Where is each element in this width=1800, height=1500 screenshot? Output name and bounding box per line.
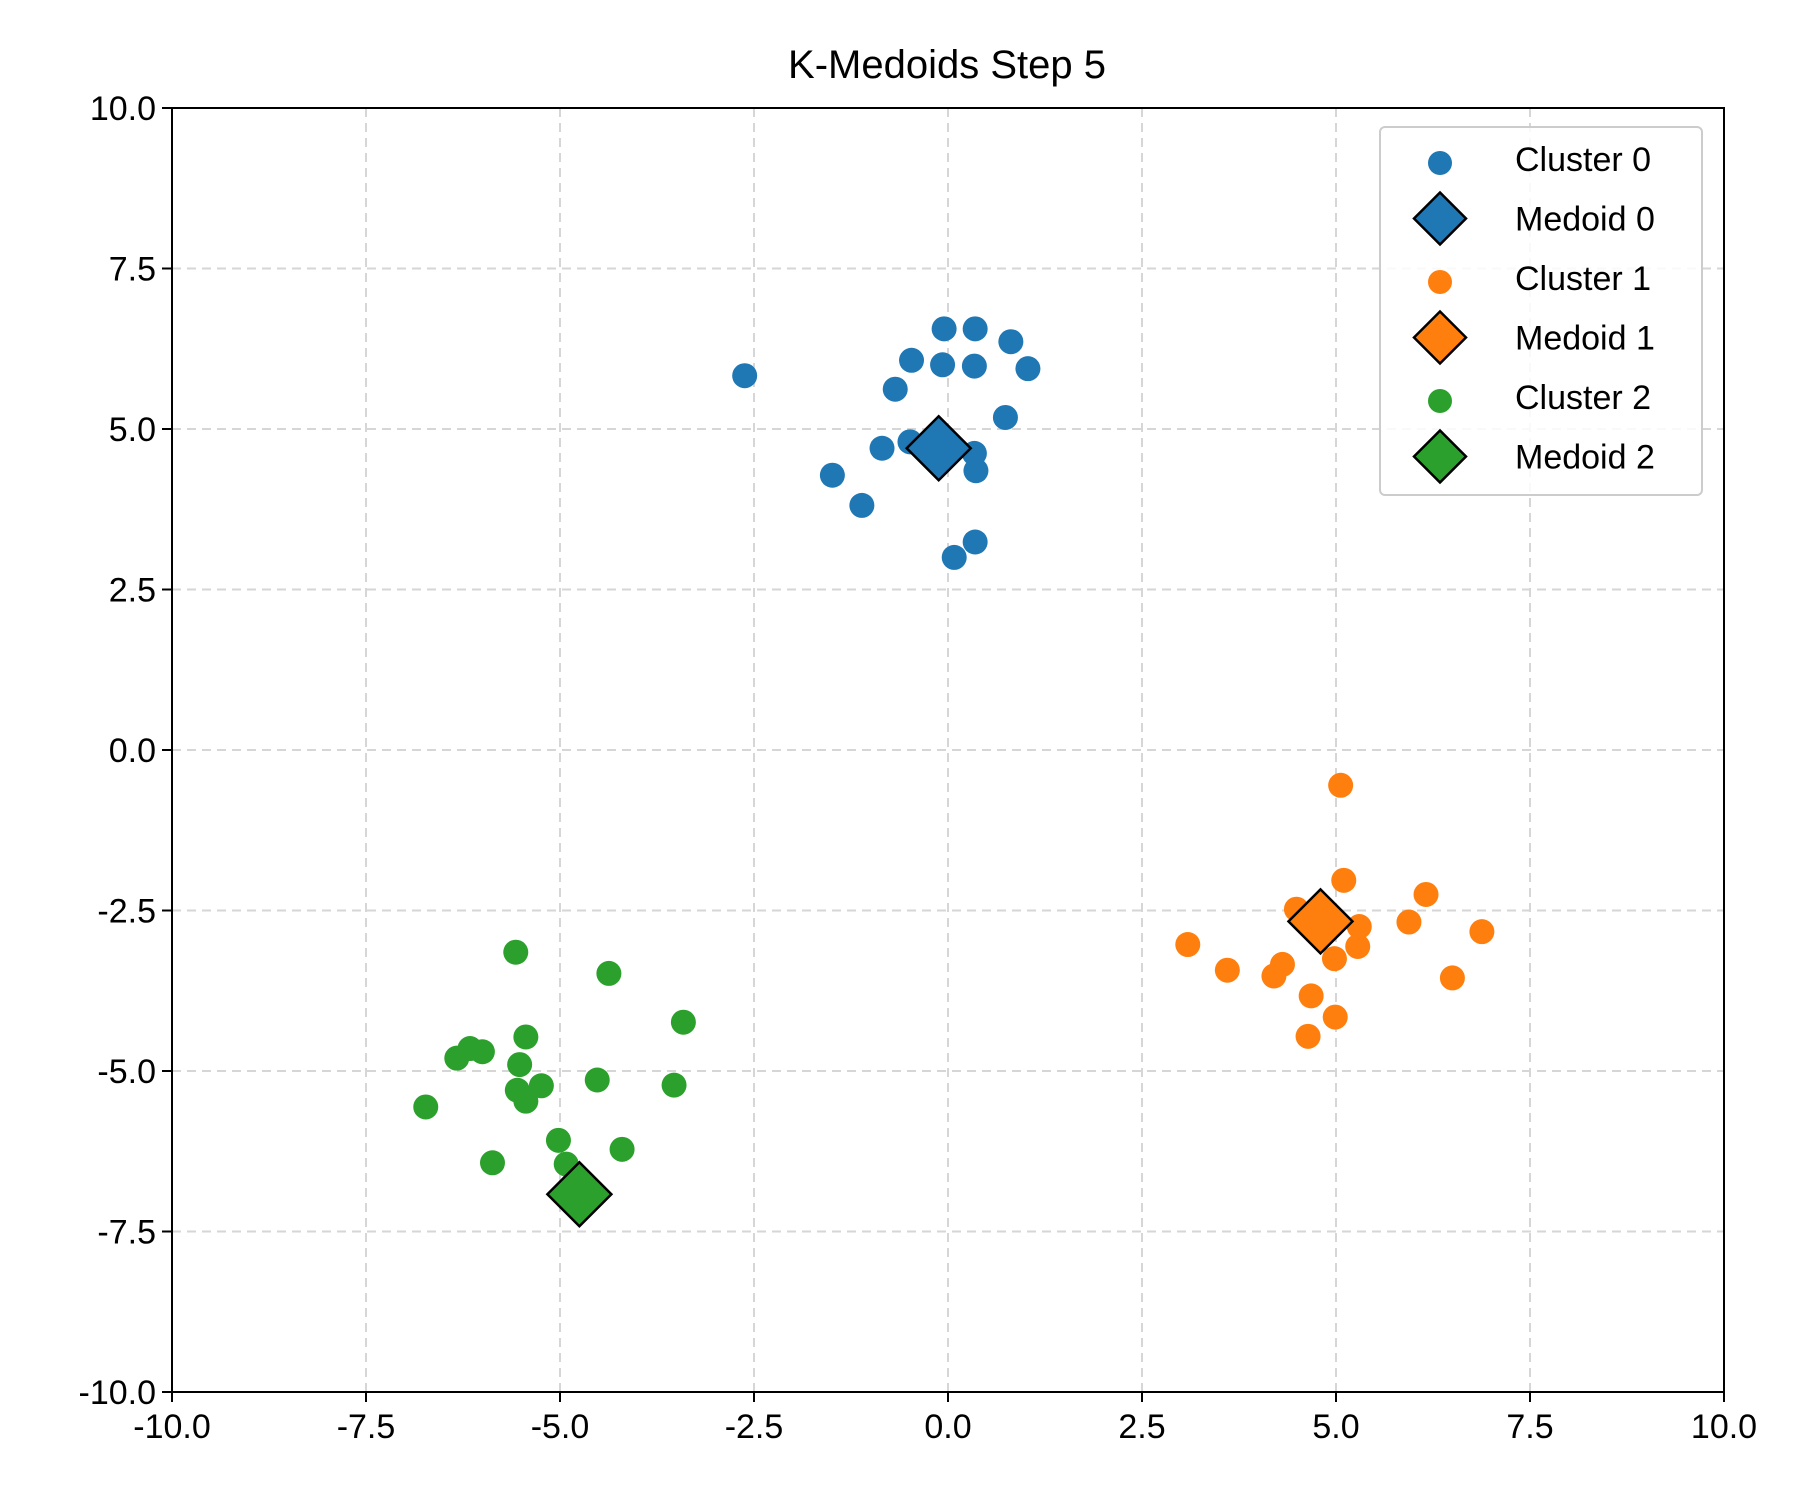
x-tick-label: -10.0: [133, 1408, 211, 1446]
cluster-2-point: [1295, 1023, 1321, 1049]
cluster-0-point: [962, 529, 988, 555]
cluster-4-point: [584, 1067, 610, 1093]
legend-label: Medoid 2: [1515, 439, 1655, 477]
cluster-0-point: [941, 544, 967, 570]
cluster-4-point: [513, 1088, 539, 1114]
cluster-0-point: [849, 492, 875, 518]
legend-medoid-marker: [1412, 309, 1468, 366]
cluster-0-point: [992, 404, 1018, 430]
y-tick-label: 5.0: [109, 411, 156, 449]
cluster-0-point: [869, 435, 895, 461]
data-marks: [413, 316, 1495, 1229]
y-tick-label: -7.5: [97, 1214, 156, 1252]
cluster-2-point: [1214, 957, 1240, 983]
legend-label: Cluster 2: [1515, 379, 1651, 417]
cluster-2-point: [1328, 772, 1354, 798]
cluster-2-point: [1396, 909, 1422, 935]
cluster-2-point: [1175, 932, 1201, 958]
cluster-0-point: [882, 376, 908, 402]
y-tick-label: 0.0: [109, 732, 156, 770]
x-tick-label: 5.0: [1312, 1408, 1359, 1446]
medoid-marker: [545, 1160, 614, 1229]
legend-label: Medoid 1: [1515, 320, 1655, 358]
cluster-0-point: [819, 462, 845, 488]
cluster-2-point: [1331, 867, 1357, 893]
cluster-0-point: [961, 353, 987, 379]
y-tick-label: -5.0: [97, 1053, 156, 1091]
cluster-2-point: [1298, 983, 1324, 1009]
cluster-4-point: [513, 1024, 539, 1050]
chart-title: K-Medoids Step 5: [788, 43, 1106, 87]
cluster-4-point: [545, 1127, 571, 1153]
legend-medoid-marker: [1412, 428, 1468, 485]
legend-label: Cluster 0: [1515, 141, 1651, 179]
x-tick-label: -7.5: [337, 1408, 396, 1446]
cluster-4-point: [503, 939, 529, 965]
x-tick-label: 7.5: [1506, 1408, 1553, 1446]
cluster-2-point: [1469, 919, 1495, 945]
cluster-4-point: [661, 1072, 687, 1098]
legend-medoid-marker: [1412, 190, 1468, 247]
cluster-4-point: [444, 1045, 470, 1071]
y-tick-label: 10.0: [90, 90, 156, 128]
y-tick-label: 2.5: [109, 572, 156, 610]
x-tick-label: -2.5: [725, 1408, 784, 1446]
x-tick-label: 10.0: [1691, 1408, 1757, 1446]
cluster-0-point: [931, 316, 957, 342]
cluster-4-point: [596, 960, 622, 986]
cluster-4-point: [528, 1073, 554, 1099]
cluster-2-point: [1345, 933, 1371, 959]
cluster-0-point: [1015, 356, 1041, 382]
y-tick-label: -10.0: [79, 1374, 157, 1412]
legend: Cluster 0 Medoid 0 Cluster 1 Medoid 1 Cluste…: [1379, 126, 1703, 496]
cluster-2-point: [1439, 965, 1465, 991]
cluster-2-point: [1322, 1004, 1348, 1030]
x-tick-label: 0.0: [924, 1408, 971, 1446]
legend-point-marker: [1428, 151, 1452, 175]
cluster-0-point: [962, 316, 988, 342]
cluster-4-point: [413, 1094, 439, 1120]
cluster-4-point: [670, 1009, 696, 1035]
cluster-0-point: [930, 352, 956, 378]
medoid-marker: [1286, 887, 1355, 956]
cluster-0-point: [899, 347, 925, 373]
y-tick-label: 7.5: [109, 251, 156, 289]
x-tick-label: 2.5: [1118, 1408, 1165, 1446]
cluster-0-point: [963, 458, 989, 484]
cluster-2-point: [1261, 963, 1287, 989]
cluster-4-point: [479, 1150, 505, 1176]
cluster-2-point: [1413, 881, 1439, 907]
cluster-2-point: [1321, 946, 1347, 972]
legend-label: Medoid 0: [1515, 201, 1655, 239]
cluster-0-point: [732, 363, 758, 389]
x-tick-label: -5.0: [531, 1408, 590, 1446]
cluster-4-point: [609, 1136, 635, 1162]
legend-point-marker: [1428, 270, 1452, 294]
axes: -10.0 -7.5 -5.0 -2.5 0.0 2.5 5.0 7.5 10.0 10.0 7.5…: [79, 90, 1758, 1446]
medoid-marker: [904, 414, 973, 483]
cluster-4-point: [507, 1052, 533, 1078]
legend-point-marker: [1428, 389, 1452, 413]
legend-label: Cluster 1: [1515, 260, 1651, 298]
y-tick-label: -2.5: [97, 893, 156, 931]
cluster-0-point: [998, 329, 1024, 355]
cluster-4-point: [469, 1039, 495, 1065]
